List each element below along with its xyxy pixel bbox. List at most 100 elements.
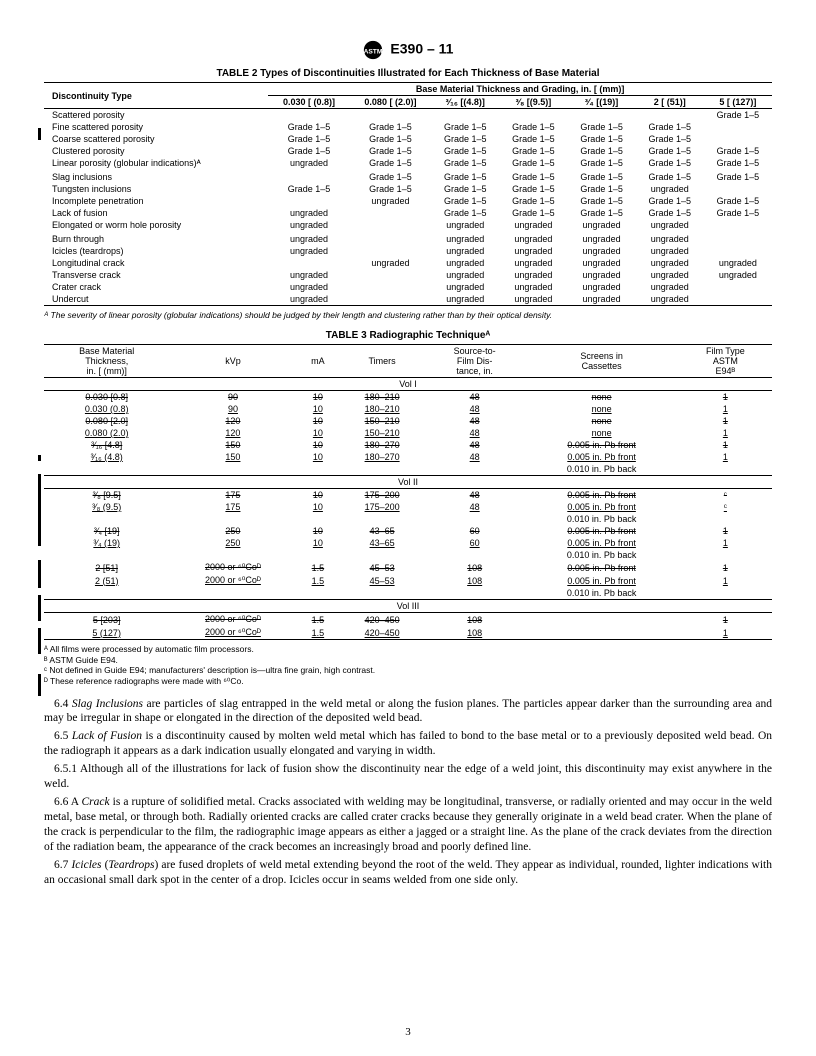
t3-cell bbox=[169, 463, 296, 476]
t3-cell: 150 bbox=[169, 439, 296, 451]
t2-cell bbox=[704, 121, 772, 133]
t2-cell: ungraded bbox=[636, 281, 704, 293]
t3-header: Film TypeASTME94ᴮ bbox=[679, 345, 772, 378]
t2-cell bbox=[350, 293, 431, 306]
t3-cell bbox=[425, 587, 525, 600]
t2-cell: ungraded bbox=[499, 233, 567, 245]
t3-cell: 0.005 in. Pb front bbox=[524, 574, 678, 587]
t2-cell: Grade 1–5 bbox=[568, 171, 636, 183]
t2-cell: Grade 1–5 bbox=[636, 195, 704, 207]
t3-cell: 2 (51) bbox=[44, 574, 169, 587]
table3-title: TABLE 3 Radiographic Techniqueᴬ bbox=[44, 330, 772, 341]
t3-footnote: ᶜ Not defined in Guide E94; manufacturer… bbox=[44, 665, 772, 676]
t2-cell: Grade 1–5 bbox=[350, 183, 431, 195]
t3-cell: 0.005 in. Pb front bbox=[524, 537, 678, 549]
t3-cell: 0.030 [0.8] bbox=[44, 391, 169, 404]
astm-logo-icon: ASTM bbox=[363, 40, 383, 60]
t2-cell: ungraded bbox=[431, 281, 499, 293]
t2-cell: ungraded bbox=[636, 245, 704, 257]
t3-cell: 45–53 bbox=[339, 574, 425, 587]
t2-cell: ungraded bbox=[268, 219, 349, 231]
t2-col: 2 [ (51)] bbox=[636, 96, 704, 109]
t3-cell: 1.5 bbox=[297, 561, 340, 574]
t3-cell: 108 bbox=[425, 574, 525, 587]
t2-cell: ungraded bbox=[568, 219, 636, 231]
t2-cell: Grade 1–5 bbox=[350, 121, 431, 133]
t3-cell: 1.5 bbox=[297, 574, 340, 587]
t2-cell: Grade 1–5 bbox=[431, 207, 499, 219]
t3-cell: 60 bbox=[425, 537, 525, 549]
t2-cell bbox=[350, 207, 431, 219]
t2-cell: Grade 1–5 bbox=[350, 133, 431, 145]
t3-cell: 10 bbox=[297, 451, 340, 463]
t3-cell bbox=[297, 463, 340, 476]
change-bar bbox=[38, 128, 41, 140]
body-paragraphs: 6.4 Slag Inclusions are particles of sla… bbox=[44, 697, 772, 888]
t2-cell bbox=[704, 183, 772, 195]
t3-cell: 2000 or ⁶⁰Coᴰ bbox=[169, 574, 296, 587]
t3-cell: ᶜ bbox=[679, 489, 772, 502]
t2-cell bbox=[268, 109, 349, 122]
t2-cell bbox=[704, 245, 772, 257]
t3-cell: ³⁄₁₆ (4.8) bbox=[44, 451, 169, 463]
t2-cell: Grade 1–5 bbox=[704, 171, 772, 183]
t3-cell: 0.005 in. Pb front bbox=[524, 439, 678, 451]
t3-cell: 180–210 bbox=[339, 391, 425, 404]
t2-cell: ungraded bbox=[636, 183, 704, 195]
t2-cell: ungraded bbox=[268, 269, 349, 281]
t2-cell: Grade 1–5 bbox=[268, 145, 349, 157]
t3-cell: 420–450 bbox=[339, 626, 425, 640]
t2-col: ³⁄₁₆ [(4.8)] bbox=[431, 96, 499, 109]
t3-footnote: ᴬ All films were processed by automatic … bbox=[44, 644, 772, 655]
t3-cell: 0.005 in. Pb front bbox=[524, 451, 678, 463]
t3-cell bbox=[425, 549, 525, 561]
t2-cell: Grade 1–5 bbox=[268, 133, 349, 145]
t2-cell bbox=[704, 281, 772, 293]
t2-cell: Grade 1–5 bbox=[568, 145, 636, 157]
t3-cell: 0.010 in. Pb back bbox=[524, 587, 678, 600]
t3-cell bbox=[524, 613, 678, 627]
t2-cell: ungraded bbox=[704, 257, 772, 269]
t2-cell: Grade 1–5 bbox=[431, 157, 499, 169]
t2-cell: ungraded bbox=[431, 269, 499, 281]
t2-cell bbox=[268, 171, 349, 183]
t2-cell: Grade 1–5 bbox=[636, 157, 704, 169]
change-bar bbox=[38, 560, 41, 588]
t2-cell bbox=[350, 245, 431, 257]
t2-cell: Grade 1–5 bbox=[568, 133, 636, 145]
t2-cell: ungraded bbox=[350, 257, 431, 269]
t2-cell: ungraded bbox=[568, 233, 636, 245]
t3-cell: 60 bbox=[425, 525, 525, 537]
t2-discontinuity-name: Lack of fusion bbox=[44, 207, 268, 219]
t3-cell: 48 bbox=[425, 501, 525, 513]
para-6-5: 6.5 Lack of Fusion is a discontinuity ca… bbox=[44, 729, 772, 759]
t2-cell: ungraded bbox=[568, 269, 636, 281]
t2-cell: Grade 1–5 bbox=[704, 109, 772, 122]
t2-cell: ungraded bbox=[268, 281, 349, 293]
t3-footnote: ᴰ These reference radiographs were made … bbox=[44, 676, 772, 687]
t2-cell: Grade 1–5 bbox=[431, 195, 499, 207]
t3-cell: 120 bbox=[169, 415, 296, 427]
t2-discontinuity-name: Elongated or worm hole porosity bbox=[44, 219, 268, 231]
t3-cell bbox=[339, 513, 425, 525]
t3-cell bbox=[297, 513, 340, 525]
t3-cell: none bbox=[524, 427, 678, 439]
t3-cell: 180–270 bbox=[339, 451, 425, 463]
t2-cell: Grade 1–5 bbox=[568, 183, 636, 195]
t3-cell: 43–65 bbox=[339, 537, 425, 549]
t2-cell: ungraded bbox=[636, 269, 704, 281]
t2-cell: Grade 1–5 bbox=[350, 157, 431, 169]
t2-discontinuity-name: Transverse crack bbox=[44, 269, 268, 281]
t3-cell bbox=[679, 513, 772, 525]
t2-cell bbox=[568, 109, 636, 122]
t2-cell: ungraded bbox=[499, 281, 567, 293]
t3-cell bbox=[297, 549, 340, 561]
t3-cell: 48 bbox=[425, 403, 525, 415]
t3-cell: 10 bbox=[297, 537, 340, 549]
t3-header: Timers bbox=[339, 345, 425, 378]
t2-cell bbox=[268, 257, 349, 269]
t2-cell bbox=[350, 219, 431, 231]
t3-cell: 90 bbox=[169, 391, 296, 404]
t3-cell: 1 bbox=[679, 415, 772, 427]
t3-cell: 10 bbox=[297, 427, 340, 439]
